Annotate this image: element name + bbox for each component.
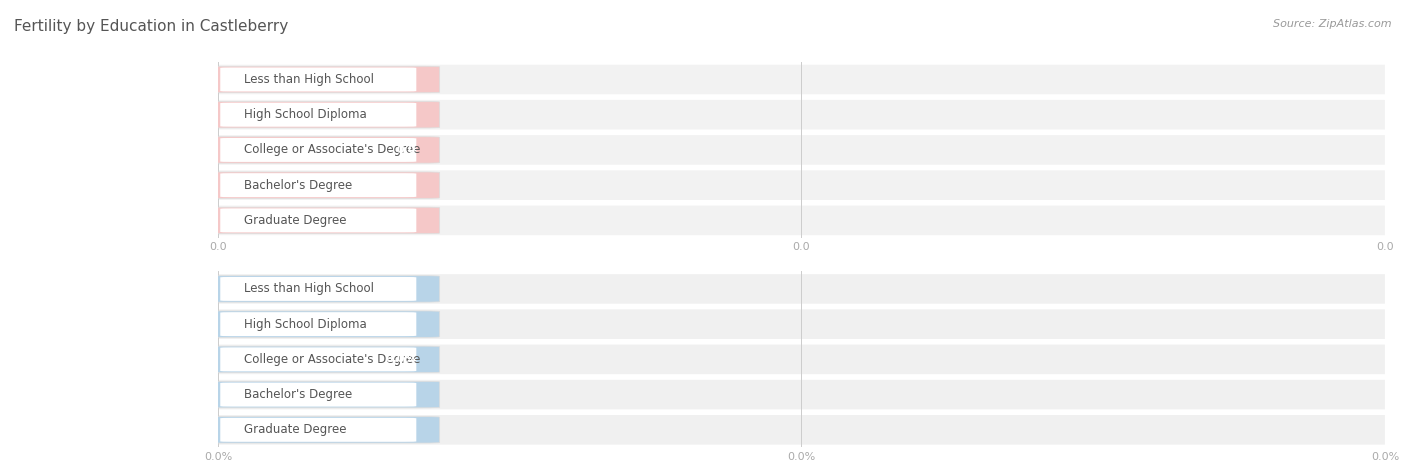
- FancyBboxPatch shape: [201, 101, 440, 128]
- Text: High School Diploma: High School Diploma: [243, 108, 367, 121]
- Text: 0.0: 0.0: [396, 109, 416, 120]
- FancyBboxPatch shape: [218, 206, 1385, 235]
- Text: College or Associate's Degree: College or Associate's Degree: [243, 143, 420, 157]
- FancyBboxPatch shape: [218, 380, 1385, 409]
- FancyBboxPatch shape: [201, 416, 440, 443]
- FancyBboxPatch shape: [221, 277, 416, 301]
- FancyBboxPatch shape: [221, 68, 416, 91]
- Text: 0.0%: 0.0%: [385, 425, 416, 435]
- FancyBboxPatch shape: [221, 312, 416, 336]
- Text: Bachelor's Degree: Bachelor's Degree: [243, 388, 352, 401]
- Text: Less than High School: Less than High School: [243, 282, 374, 296]
- Text: High School Diploma: High School Diploma: [243, 317, 367, 331]
- FancyBboxPatch shape: [221, 208, 416, 232]
- FancyBboxPatch shape: [218, 100, 1385, 129]
- FancyBboxPatch shape: [201, 207, 440, 234]
- FancyBboxPatch shape: [221, 138, 416, 162]
- Text: Graduate Degree: Graduate Degree: [243, 214, 346, 227]
- Text: 0.0%: 0.0%: [385, 284, 416, 294]
- Text: 0.0: 0.0: [396, 74, 416, 85]
- FancyBboxPatch shape: [218, 415, 1385, 445]
- Text: 0.0%: 0.0%: [385, 389, 416, 400]
- Text: 0.0: 0.0: [396, 180, 416, 190]
- FancyBboxPatch shape: [201, 381, 440, 408]
- Text: Graduate Degree: Graduate Degree: [243, 423, 346, 436]
- Text: 0.0%: 0.0%: [385, 319, 416, 329]
- Text: College or Associate's Degree: College or Associate's Degree: [243, 353, 420, 366]
- Text: Source: ZipAtlas.com: Source: ZipAtlas.com: [1274, 19, 1392, 29]
- FancyBboxPatch shape: [201, 346, 440, 373]
- FancyBboxPatch shape: [201, 276, 440, 302]
- FancyBboxPatch shape: [218, 309, 1385, 339]
- FancyBboxPatch shape: [221, 347, 416, 371]
- FancyBboxPatch shape: [221, 103, 416, 127]
- FancyBboxPatch shape: [221, 383, 416, 407]
- Text: Less than High School: Less than High School: [243, 73, 374, 86]
- FancyBboxPatch shape: [218, 65, 1385, 94]
- Text: Fertility by Education in Castleberry: Fertility by Education in Castleberry: [14, 19, 288, 34]
- Text: 0.0: 0.0: [396, 215, 416, 226]
- FancyBboxPatch shape: [218, 135, 1385, 165]
- FancyBboxPatch shape: [201, 137, 440, 163]
- Text: Bachelor's Degree: Bachelor's Degree: [243, 178, 352, 192]
- FancyBboxPatch shape: [201, 311, 440, 337]
- FancyBboxPatch shape: [221, 173, 416, 197]
- FancyBboxPatch shape: [201, 172, 440, 198]
- FancyBboxPatch shape: [201, 66, 440, 93]
- FancyBboxPatch shape: [218, 345, 1385, 374]
- FancyBboxPatch shape: [218, 274, 1385, 304]
- Text: 0.0: 0.0: [396, 145, 416, 155]
- FancyBboxPatch shape: [218, 170, 1385, 200]
- FancyBboxPatch shape: [221, 418, 416, 442]
- Text: 0.0%: 0.0%: [385, 354, 416, 365]
